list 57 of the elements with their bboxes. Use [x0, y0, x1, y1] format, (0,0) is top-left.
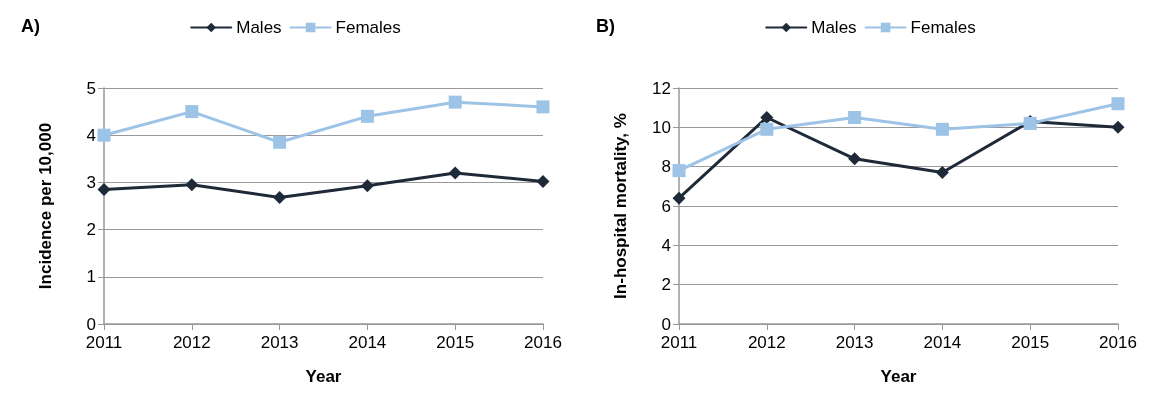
y-tick-label: 2: [86, 220, 96, 240]
y-axis-title: In-hospital mortality, %: [611, 113, 630, 299]
y-tick-label: 10: [652, 117, 671, 137]
x-tick-label: 2015: [436, 333, 475, 352]
point: [848, 111, 862, 124]
point: [273, 191, 287, 204]
point: [935, 166, 949, 180]
x-tick-label: 2014: [923, 333, 962, 352]
y-tick-label: 1: [86, 267, 96, 287]
point: [448, 166, 462, 180]
point: [185, 105, 199, 119]
y-tick-label: 4: [661, 235, 671, 255]
x-tick-label: 2011: [660, 333, 698, 352]
point: [848, 152, 862, 166]
point: [448, 95, 462, 109]
point: [935, 122, 949, 136]
y-tick-label: 8: [661, 157, 671, 177]
x-tick-label: 2013: [260, 333, 299, 352]
chart-title: B): [596, 16, 615, 36]
point: [1111, 97, 1125, 111]
x-axis-title: Year: [880, 367, 917, 386]
y-axis-title: Incidence per 10,000: [36, 122, 55, 290]
x-tick-label: 2012: [172, 333, 211, 352]
point: [1111, 120, 1125, 134]
point: [672, 191, 686, 205]
point: [273, 135, 287, 149]
point: [360, 179, 374, 193]
y-tick-label: 3: [86, 172, 96, 192]
x-tick-label: 2015: [1011, 333, 1050, 352]
y-tick-label: 6: [661, 196, 671, 216]
legend-label: Females: [335, 18, 401, 37]
y-tick-label: 0: [661, 314, 671, 334]
legend-label: Males: [811, 18, 857, 37]
point: [360, 109, 374, 123]
chart-title: A): [21, 16, 40, 36]
x-tick-label: 2012: [747, 333, 786, 352]
point: [760, 122, 774, 136]
y-tick-label: 0: [86, 314, 96, 334]
legend-label: Males: [236, 18, 282, 37]
point: [97, 128, 111, 142]
x-tick-label: 2013: [835, 333, 874, 352]
x-tick-label: 2011: [85, 333, 123, 352]
point: [97, 182, 111, 196]
point: [185, 178, 199, 192]
point: [760, 111, 774, 124]
x-axis-title: Year: [305, 367, 342, 386]
y-tick-label: 5: [86, 78, 96, 98]
x-tick-label: 2016: [524, 333, 562, 352]
x-tick-label: 2014: [348, 333, 387, 352]
point: [672, 164, 686, 178]
y-tick-label: 12: [652, 78, 671, 98]
point: [536, 100, 550, 114]
y-tick-label: 4: [86, 125, 96, 145]
y-tick-label: 2: [661, 275, 671, 295]
x-tick-label: 2016: [1099, 333, 1137, 352]
point: [536, 174, 550, 188]
legend-label: Females: [910, 18, 976, 37]
